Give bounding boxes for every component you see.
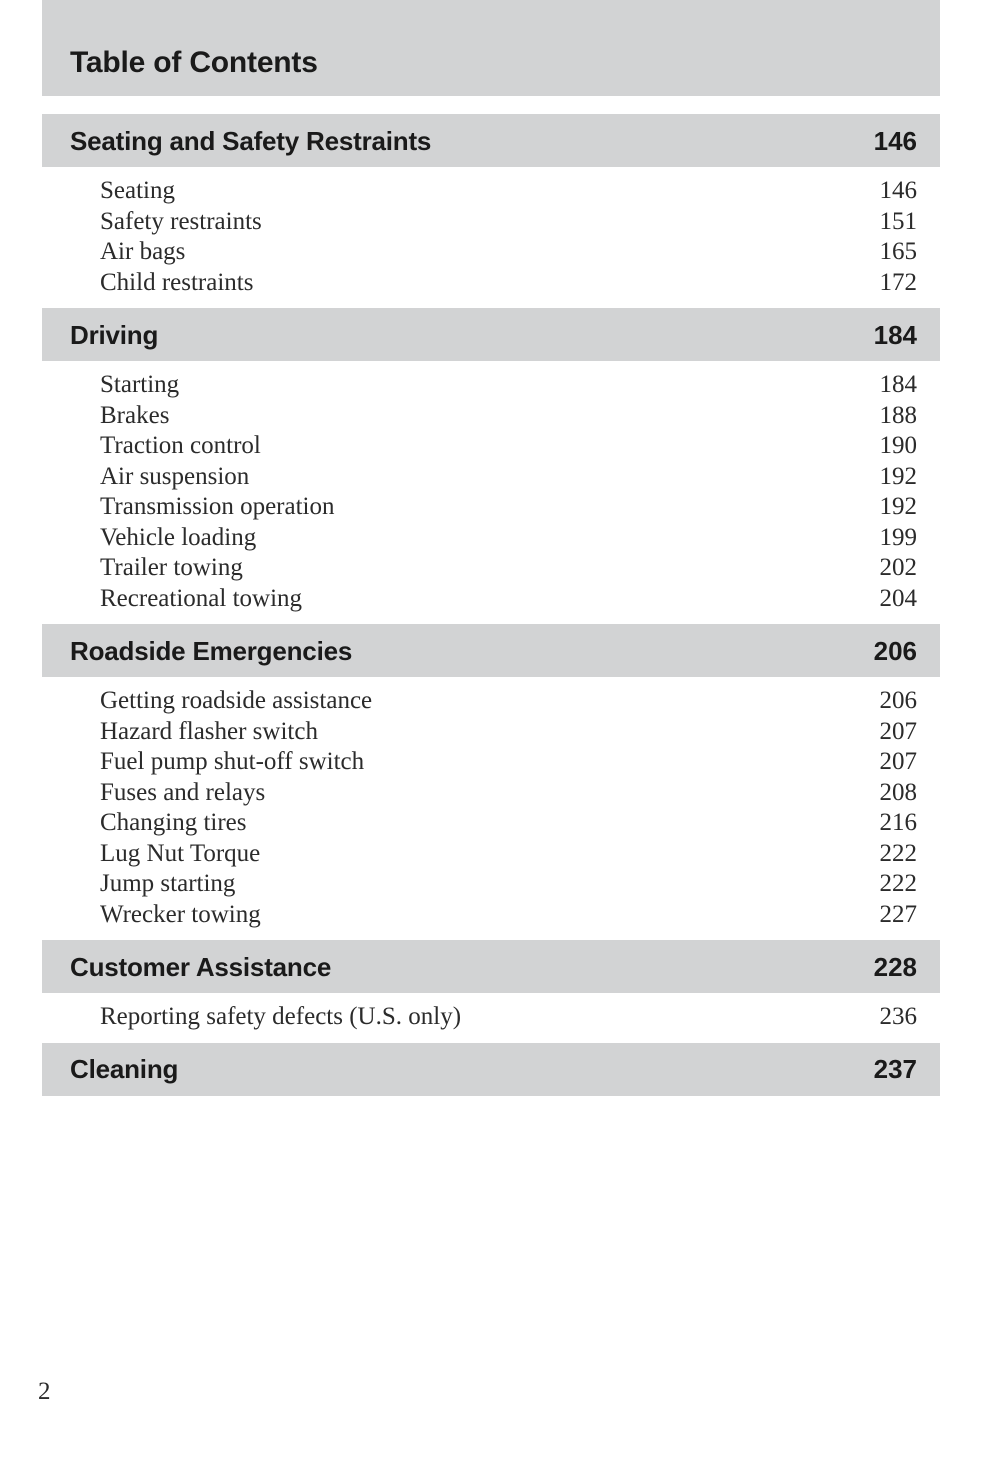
toc-entry[interactable]: Wrecker towing 227	[42, 900, 940, 931]
toc-entry[interactable]: Vehicle loading 199	[42, 523, 940, 554]
toc-entry-page-number: 172	[879, 268, 918, 296]
toc-entry[interactable]: Brakes 188	[42, 401, 940, 432]
section-title: Cleaning	[70, 1054, 179, 1084]
toc-entry[interactable]: Hazard flasher switch 207	[42, 717, 940, 748]
toc-entry-label: Reporting safety defects (U.S. only)	[100, 1003, 462, 1030]
toc-entry-page-number: 199	[879, 523, 918, 551]
toc-entry-label: Seating	[100, 177, 175, 204]
toc-entry-label: Traction control	[100, 432, 261, 459]
toc-entry[interactable]: Recreational towing 204	[42, 584, 940, 615]
toc-entry-page-number: 202	[879, 554, 918, 581]
toc-entry[interactable]: Safety restraints 151	[42, 207, 940, 238]
toc-entry-label: Transmission operation	[100, 493, 335, 520]
section-title: Driving	[70, 319, 159, 350]
section-header[interactable]: Roadside Emergencies 206	[42, 624, 940, 677]
toc-section-list: Seating and Safety Restraints 146 Seating 1…	[42, 114, 940, 1096]
section-header[interactable]: Cleaning 237	[42, 1042, 940, 1096]
section-header[interactable]: Customer Assistance 228	[42, 940, 940, 993]
section-entry-list: Getting roadside assistance 206 Hazard fla…	[42, 677, 940, 940]
toc-entry-label: Child restraints	[100, 268, 254, 296]
toc-entry[interactable]: Child restraints 172	[42, 268, 940, 299]
toc-title-bar: Table of Contents	[42, 0, 940, 96]
toc-entry[interactable]: Transmission operation 192	[42, 492, 940, 523]
toc-entry-page-number: 236	[879, 1003, 918, 1030]
toc-entry-page-number: 207	[879, 748, 918, 775]
section-header[interactable]: Driving 184	[42, 308, 940, 361]
toc-entry[interactable]: Seating 146	[42, 176, 940, 207]
toc-entry[interactable]: Trailer towing 202	[42, 553, 940, 584]
toc-entry-label: Trailer towing	[100, 554, 243, 581]
section-title: Seating and Safety Restraints	[70, 125, 432, 156]
toc-entry[interactable]: Traction control 190	[42, 431, 940, 462]
toc-entry-page-number: 151	[879, 207, 918, 235]
toc-entry[interactable]: Air bags 165	[42, 237, 940, 268]
toc-entry-label: Getting roadside assistance	[100, 687, 373, 714]
toc-entry[interactable]: Lug Nut Torque 222	[42, 839, 940, 870]
section-entry-list: Reporting safety defects (U.S. only) 236	[42, 993, 940, 1043]
section-page-number: 228	[873, 951, 917, 982]
page-folio: 2	[38, 1378, 51, 1405]
toc-entry[interactable]: Reporting safety defects (U.S. only) 236	[42, 1002, 940, 1033]
toc-entry-page-number: 216	[879, 809, 918, 836]
toc-entry-label: Recreational towing	[100, 584, 303, 612]
toc-entry-label: Starting	[100, 371, 180, 398]
toc-entry-page-number: 184	[879, 371, 918, 398]
toc-entry-label: Fuses and relays	[100, 778, 266, 806]
toc-entry-label: Air suspension	[100, 462, 250, 490]
section-title: Roadside Emergencies	[70, 635, 353, 666]
toc-entry-label: Brakes	[100, 401, 170, 429]
toc-entry-page-number: 165	[879, 238, 918, 265]
toc-entry-page-number: 192	[879, 493, 918, 520]
toc-entry-label: Safety restraints	[100, 207, 262, 235]
toc-entry-label: Vehicle loading	[100, 523, 257, 551]
toc-entry-page-number: 222	[879, 839, 918, 867]
toc-entry-label: Lug Nut Torque	[100, 839, 261, 867]
section-entry-list: Starting 184 Brakes 188 Traction control 190 A…	[42, 361, 940, 624]
toc-entry-page-number: 227	[879, 900, 918, 928]
toc-entry[interactable]: Air suspension 192	[42, 462, 940, 493]
toc-entry[interactable]: Changing tires 216	[42, 808, 940, 839]
toc-entry[interactable]: Fuses and relays 208	[42, 778, 940, 809]
toc-entry[interactable]: Getting roadside assistance 206	[42, 686, 940, 717]
toc-entry-page-number: 204	[879, 584, 918, 612]
toc-entry-label: Wrecker towing	[100, 900, 261, 928]
section-page-number: 146	[873, 125, 917, 156]
toc-entry-page-number: 190	[879, 432, 918, 459]
toc-entry-page-number: 146	[879, 177, 918, 204]
toc-entry-label: Hazard flasher switch	[100, 717, 318, 745]
toc-entry-label: Air bags	[100, 238, 186, 265]
toc-entry-page-number: 192	[879, 462, 918, 490]
toc-entry-page-number: 208	[879, 778, 918, 806]
page-title: Table of Contents	[70, 46, 318, 79]
section-page-number: 184	[873, 319, 917, 350]
toc-entry[interactable]: Starting 184	[42, 370, 940, 401]
toc-entry-page-number: 222	[879, 870, 918, 897]
toc-entry-page-number: 207	[879, 717, 918, 745]
section-page-number: 237	[873, 1054, 917, 1084]
toc-entry-page-number: 206	[879, 687, 918, 714]
toc-entry[interactable]: Fuel pump shut-off switch 207	[42, 747, 940, 778]
toc-entry-label: Jump starting	[100, 870, 236, 897]
section-page-number: 206	[873, 635, 917, 666]
toc-entry[interactable]: Jump starting 222	[42, 869, 940, 900]
section-entry-list: Seating 146 Safety restraints 151 Air bags 16…	[42, 167, 940, 308]
section-header[interactable]: Seating and Safety Restraints 146	[42, 114, 940, 167]
section-title: Customer Assistance	[70, 951, 332, 982]
toc-entry-label: Changing tires	[100, 809, 247, 836]
toc-entry-page-number: 188	[879, 401, 918, 429]
toc-entry-label: Fuel pump shut-off switch	[100, 748, 365, 775]
